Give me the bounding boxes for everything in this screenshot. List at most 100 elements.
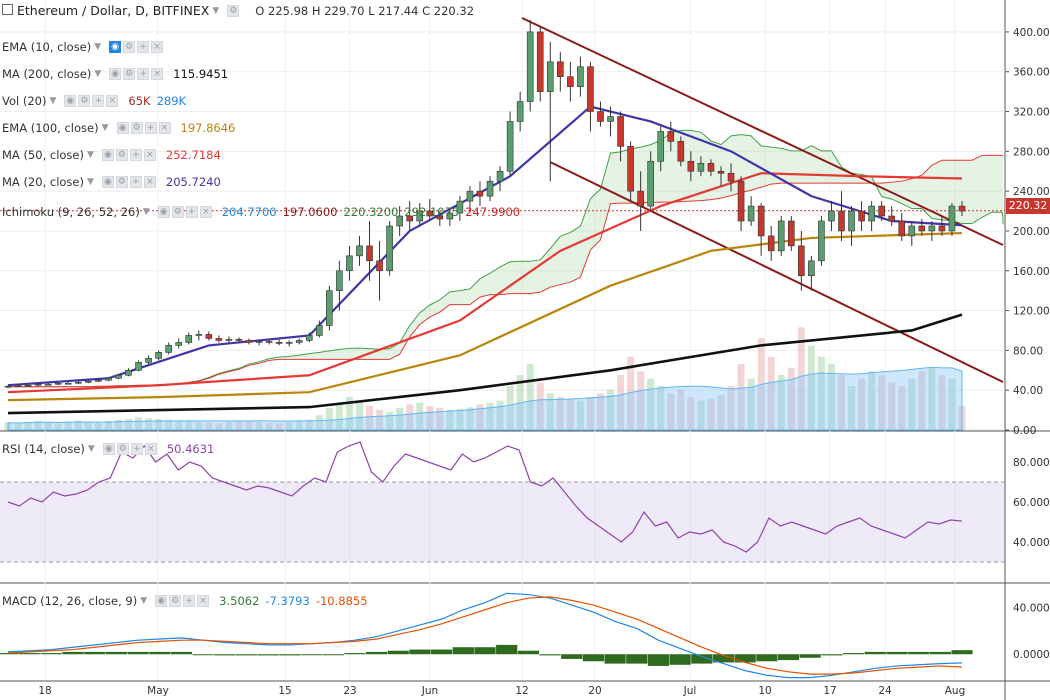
add-icon[interactable]: + (144, 122, 157, 134)
macd-legend: MACD (12, 26, close, 9) ▼ ◉ ⚙ + × 3.5062 -7.… (2, 592, 374, 610)
candle-body (607, 116, 614, 122)
collapse-icon[interactable] (2, 4, 13, 15)
settings-icon[interactable]: ⚙ (169, 595, 182, 607)
trendline-upper (521, 17, 1004, 246)
volume-bar (486, 402, 494, 430)
candle-body (546, 61, 554, 92)
add-icon[interactable]: + (185, 206, 198, 218)
y-tick-label: 200.00 (1013, 226, 1050, 238)
close-icon[interactable]: × (106, 95, 119, 107)
eye-icon[interactable]: ◉ (64, 95, 77, 107)
chevron-down-icon[interactable]: ▼ (140, 596, 148, 606)
volume-bar (335, 404, 343, 430)
chevron-down-icon[interactable]: ▼ (142, 207, 150, 217)
indicator-value: 115.9451 (173, 67, 229, 81)
macd-label[interactable]: MACD (12, 26, close, 9) (2, 594, 138, 608)
candle-body (446, 212, 454, 220)
chevron-down-icon[interactable]: ▼ (86, 150, 94, 160)
volume-bar (476, 404, 484, 430)
chevron-down-icon[interactable]: ▼ (94, 42, 102, 52)
chevron-down-icon[interactable]: ▼ (86, 177, 94, 187)
macd-histogram-bar (105, 651, 128, 655)
chevron-down-icon[interactable]: ▼ (212, 6, 220, 16)
volume-bar (607, 389, 615, 430)
candle-body (245, 340, 253, 343)
y-tick-label: 40.0000 (1013, 602, 1050, 614)
indicator-label[interactable]: Ichimoku (9, 26, 52, 26) (2, 205, 140, 219)
rsi-label[interactable]: RSI (14, close) (2, 442, 85, 456)
add-icon[interactable]: + (137, 68, 150, 80)
volume-bar (586, 397, 594, 430)
add-icon[interactable]: + (130, 443, 143, 455)
indicator-label[interactable]: EMA (100, close) (2, 121, 99, 135)
volume-bar (848, 386, 856, 430)
symbol-title[interactable]: Ethereum / Dollar, D, BITFINEX (17, 3, 210, 18)
eye-icon[interactable]: ◉ (109, 41, 122, 53)
indicator-label[interactable]: Vol (20) (2, 94, 47, 108)
candle-body (777, 220, 785, 252)
candle-body (848, 210, 855, 232)
chevron-down-icon[interactable]: ▼ (87, 444, 95, 454)
candle-body (486, 180, 494, 197)
chevron-down-icon[interactable]: ▼ (49, 96, 57, 106)
close-icon[interactable]: × (144, 443, 157, 455)
chevron-down-icon[interactable]: ▼ (94, 69, 102, 79)
candle-body (918, 225, 926, 232)
indicator-label[interactable]: EMA (10, close) (2, 40, 92, 54)
eye-icon[interactable]: ◉ (109, 68, 122, 80)
eye-icon[interactable]: ◉ (102, 443, 115, 455)
eye-icon[interactable]: ◉ (101, 176, 114, 188)
eye-icon[interactable]: ◉ (157, 206, 170, 218)
settings-icon[interactable]: ⚙ (123, 41, 136, 53)
close-icon[interactable]: × (151, 68, 164, 80)
macd-histogram-bar (886, 651, 908, 655)
close-icon[interactable]: × (197, 595, 210, 607)
candle-body (757, 205, 765, 237)
volume-bar (245, 421, 253, 430)
close-icon[interactable]: × (143, 149, 156, 161)
ohlc-readout: O 225.98 H 229.70 L 217.44 C 220.32 (255, 4, 475, 18)
eye-icon[interactable]: ◉ (155, 595, 168, 607)
indicator-label[interactable]: MA (200, close) (2, 67, 92, 81)
settings-icon[interactable]: ⚙ (116, 443, 129, 455)
settings-icon[interactable]: ⚙ (115, 149, 128, 161)
add-icon[interactable]: + (183, 595, 196, 607)
settings-icon[interactable]: ⚙ (227, 5, 240, 17)
volume-bar (205, 422, 213, 430)
macd-signal-value: -7.3793 (265, 594, 310, 608)
eye-icon[interactable]: ◉ (116, 122, 129, 134)
add-icon[interactable]: + (92, 95, 105, 107)
add-icon[interactable]: + (137, 41, 150, 53)
chevron-down-icon[interactable]: ▼ (101, 123, 109, 133)
add-icon[interactable]: + (129, 176, 142, 188)
close-icon[interactable]: × (143, 176, 156, 188)
volume-bar (14, 423, 22, 430)
settings-icon[interactable]: ⚙ (115, 176, 128, 188)
candle-body (416, 210, 424, 222)
indicator-label[interactable]: MA (20, close) (2, 175, 84, 189)
indicator-label[interactable]: MA (50, close) (2, 148, 84, 162)
candle-body (687, 160, 695, 172)
settings-icon[interactable]: ⚙ (78, 95, 91, 107)
candle-body (617, 116, 624, 147)
close-icon[interactable]: × (151, 41, 164, 53)
eye-icon[interactable]: ◉ (101, 149, 114, 161)
settings-icon[interactable]: ⚙ (130, 122, 143, 134)
macd-histogram-bar (734, 654, 756, 663)
add-icon[interactable]: + (129, 149, 142, 161)
macd-value: 3.5062 (219, 594, 260, 608)
settings-icon[interactable]: ⚙ (171, 206, 184, 218)
candle-body (165, 345, 172, 353)
ma-line (7, 313, 963, 415)
rsi-legend: RSI (14, close) ▼ ◉ ⚙ + × 50.4631 (2, 440, 220, 458)
volume-bar (707, 398, 715, 430)
settings-icon[interactable]: ⚙ (123, 68, 136, 80)
volume-bar (185, 421, 193, 430)
candle-body (346, 255, 353, 272)
close-icon[interactable]: × (158, 122, 171, 134)
candle-body (878, 205, 885, 217)
close-icon[interactable]: × (199, 206, 212, 218)
candle-body (376, 260, 383, 272)
candle-body (185, 335, 193, 343)
